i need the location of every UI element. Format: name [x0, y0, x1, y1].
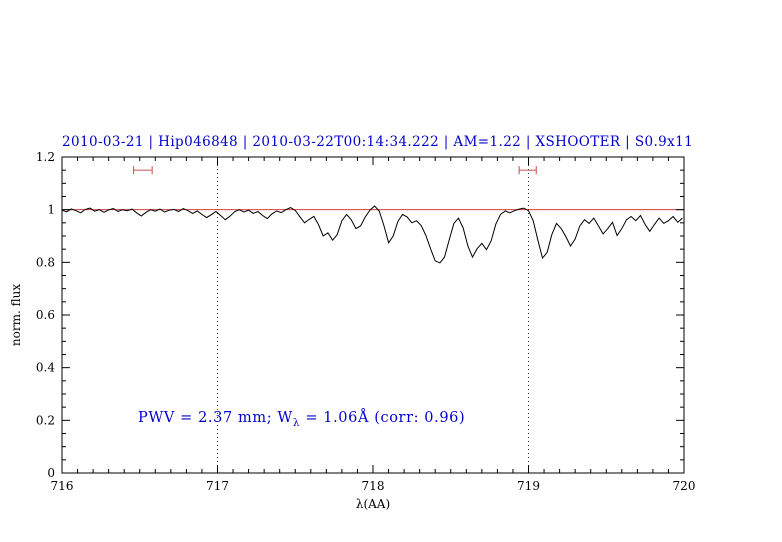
axis-ticks — [61, 156, 685, 474]
plot-title: 2010-03-21 | Hip046848 | 2010-03-22T00:1… — [62, 134, 694, 150]
svg-text:718: 718 — [362, 479, 385, 493]
svg-text:0.2: 0.2 — [36, 413, 55, 427]
svg-text:719: 719 — [517, 479, 540, 493]
spectrum-line — [61, 205, 683, 264]
band-marker — [132, 166, 153, 175]
pwv-annotation-prefix: PWV = 2.37 mm; W — [138, 410, 293, 426]
svg-text:0.4: 0.4 — [36, 361, 55, 375]
pwv-annotation-suffix: = 1.06Å (corr: 0.96) — [300, 410, 466, 426]
svg-text:1: 1 — [47, 203, 55, 217]
svg-text:0.8: 0.8 — [36, 255, 55, 269]
pwv-annotation: PWV = 2.37 mm; Wλ = 1.06Å (corr: 0.96) — [138, 410, 465, 429]
svg-text:720: 720 — [673, 479, 696, 493]
band-marker — [518, 166, 537, 175]
y-axis-label: norm. flux — [9, 284, 23, 346]
svg-text:1.2: 1.2 — [36, 150, 55, 164]
svg-text:717: 717 — [206, 479, 229, 493]
svg-text:716: 716 — [51, 479, 74, 493]
svg-text:0.6: 0.6 — [36, 308, 55, 322]
svg-text:0: 0 — [47, 466, 55, 480]
tick-labels: 716 717 718 719 720 0 0.2 0.4 0.6 0.8 1 1.2 — [36, 150, 696, 493]
lambda-subscript: λ — [292, 416, 301, 429]
x-axis-label: λ(AA) — [356, 497, 390, 511]
